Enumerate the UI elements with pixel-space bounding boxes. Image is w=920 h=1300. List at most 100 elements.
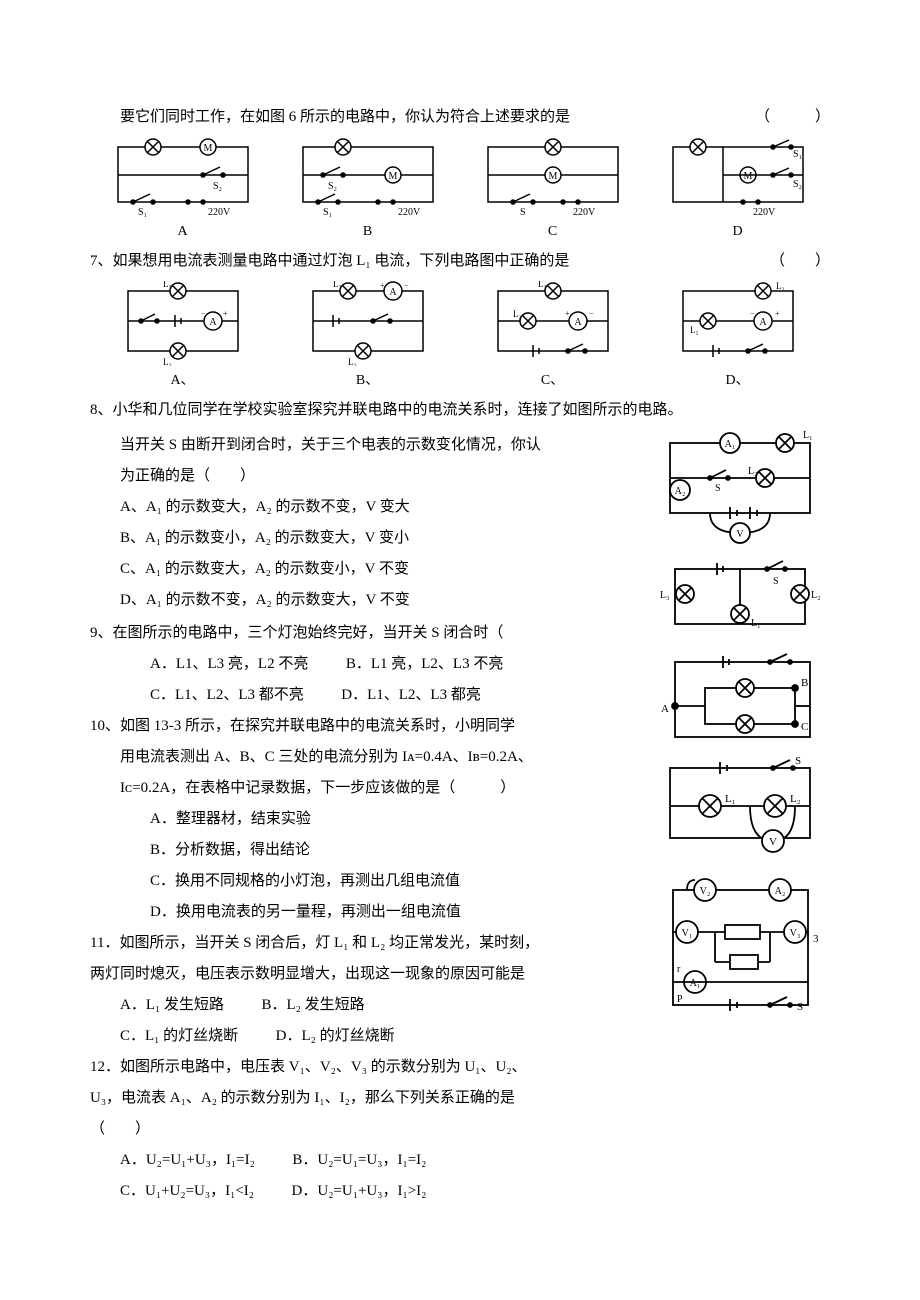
svg-text:L₂: L₂ [748, 466, 758, 477]
svg-text:S₂: S₂ [213, 181, 222, 192]
q11-opt-C: C．L₁ 的灯丝烧断 [120, 1023, 238, 1050]
q11-opt-D: D．L₂ 的灯丝烧断 [276, 1023, 395, 1050]
svg-text:220V: 220V [398, 207, 421, 217]
svg-text:A₂: A₂ [775, 886, 786, 897]
svg-text:V₂: V₂ [700, 886, 711, 897]
svg-text:S₁: S₁ [793, 149, 802, 160]
q12-stem2: U₃，电流表 A₁、A₂ 的示数分别为 I₁、I₂，那么下列关系正确的是 [90, 1085, 642, 1112]
q10-stem3: Iᴄ=0.2A，在表格中记录数据，下一步应该做的是（ ） [90, 775, 642, 802]
svg-text:L₂: L₂ [513, 309, 522, 319]
q7-circuit-A: L₁ A −+ L₂ A、 [113, 281, 253, 393]
q7-circuit-D: L₂ L₁ A −+ D、 [668, 281, 808, 393]
svg-text:S: S [715, 483, 721, 494]
svg-text:S₂: S₂ [793, 179, 802, 190]
q7-circuit-B: L₁ A +− L₂ B、 [298, 281, 438, 393]
q9-figure: L₃ S L₂ L₁ [655, 554, 825, 644]
svg-text:L₂: L₂ [790, 793, 801, 805]
svg-text:220V: 220V [208, 207, 231, 217]
q9-opt-C: C．L1、L2、L3 都不亮 [150, 682, 304, 709]
svg-text:S₂: S₂ [328, 181, 337, 192]
svg-text:S₁: S₁ [138, 207, 147, 217]
q7-cap-C: C、 [483, 368, 623, 393]
svg-text:L₂: L₂ [348, 357, 357, 366]
q10-opt-B: B．分析数据，得出结论 [90, 837, 642, 864]
q6-circuit-B: M S₂ S₁ 220V B [293, 137, 443, 244]
svg-text:−: − [201, 309, 206, 318]
q7-stem: 7、如果想用电流表测量电路中通过灯泡 L₁ 电流，下列电路图中正确的是 （ ） [90, 248, 830, 275]
svg-text:S: S [797, 1001, 803, 1013]
svg-text:M: M [203, 143, 212, 154]
svg-text:L₁: L₁ [803, 430, 813, 441]
q12-figure: V₂ A₂ V₁ V₃ A₁ S r 3 P [655, 872, 825, 1022]
q8-opt-D: D、A₁ 的示数不变，A₂ 的示数变大，V 不变 [90, 587, 642, 614]
q6-cap-C: C [478, 219, 628, 244]
q6-circuit-C: M S 220V C [478, 137, 628, 244]
q9-opts-row1: A．L1、L3 亮，L2 不亮 B．L1 亮，L2、L3 不亮 [90, 651, 642, 678]
q11-opts-row2: C．L₁ 的灯丝烧断 D．L₂ 的灯丝烧断 [90, 1023, 642, 1050]
q10-stem2: 用电流表测出 A、B、C 三处的电流分别为 Iᴀ=0.4A、Iʙ=0.2A、 [90, 744, 642, 771]
q7-paren: （ ） [770, 248, 830, 275]
svg-text:L₂: L₂ [811, 590, 821, 601]
svg-text:M: M [388, 171, 397, 182]
svg-text:L₂: L₂ [776, 281, 785, 291]
q12-opt-A: A．U₂=U₁+U₃，I₁=I₂ [120, 1147, 255, 1174]
svg-text:L₁: L₁ [333, 281, 342, 289]
svg-text:V₃: V₃ [790, 928, 801, 939]
q9-opt-B: B．L1 亮，L2、L3 不亮 [346, 651, 504, 678]
q9-opt-A: A．L1、L3 亮，L2 不亮 [150, 651, 308, 678]
svg-text:L₁: L₁ [751, 618, 761, 629]
svg-text:−: − [589, 309, 594, 318]
q7-stem-text: 7、如果想用电流表测量电路中通过灯泡 L₁ 电流，下列电路图中正确的是 [90, 253, 569, 269]
q8-stem3: 为正确的是（ ） [90, 463, 642, 490]
svg-text:+: + [565, 309, 570, 318]
q8-opt-B: B、A₁ 的示数变小，A₂ 的示数变大，V 变小 [90, 525, 642, 552]
svg-text:220V: 220V [573, 207, 596, 217]
q6-circuit-A: M S₂ S₁ 220V A [108, 137, 258, 244]
q11-figure: S L₁ L₂ V [655, 756, 825, 866]
svg-text:S₁: S₁ [323, 207, 332, 217]
q6-paren: （ ） [755, 104, 830, 131]
q9-stem: 9、在图所示的电路中，三个灯泡始终完好，当开关 S 闭合时（ [90, 620, 642, 647]
svg-text:A: A [574, 317, 582, 328]
q10-figure: A B C [655, 650, 825, 750]
svg-text:A: A [389, 287, 397, 298]
svg-text:V: V [736, 529, 744, 540]
svg-text:M: M [743, 171, 752, 182]
q12-stem1: 12．如图所示电路中，电压表 V₁、V₂、V₃ 的示数分别为 U₁、U₂、 [90, 1054, 642, 1081]
q10-stem1: 10、如图 13-3 所示，在探究并联电路中的电流关系时，小明同学 [90, 713, 642, 740]
svg-text:3: 3 [813, 933, 819, 945]
q11-opt-B: B．L₂ 发生短路 [261, 992, 364, 1019]
svg-text:−: − [404, 281, 409, 290]
q8-opt-C: C、A₁ 的示数变大，A₂ 的示数变小，V 不变 [90, 556, 642, 583]
q9-opt-D: D．L1、L2、L3 都亮 [341, 682, 481, 709]
q11-stem2: 两灯同时熄灭，电压表示数明显增大，出现这一现象的原因可能是 [90, 961, 642, 988]
q6-cap-B: B [293, 219, 443, 244]
q7-cap-B: B、 [298, 368, 438, 393]
svg-text:L₁: L₁ [163, 281, 172, 289]
q7-circuits: L₁ A −+ L₂ A、 L₁ A +− L₂ B、 [90, 281, 830, 393]
svg-text:S: S [520, 207, 526, 217]
q11-opts-row1: A．L₁ 发生短路 B．L₂ 发生短路 [90, 992, 642, 1019]
svg-text:L₃: L₃ [660, 590, 670, 601]
q7-cap-A: A、 [113, 368, 253, 393]
q12-opts-row2: C．U₁+U₂=U₃，I₁<I₂ D．U₂=U₁+U₃，I₁>I₂ [90, 1178, 642, 1205]
q6-stem: 要它们同时工作，在如图 6 所示的电路中，你认为符合上述要求的是 （ ） [90, 104, 830, 131]
q6-cap-A: A [108, 219, 258, 244]
q6-stem-text: 要它们同时工作，在如图 6 所示的电路中，你认为符合上述要求的是 [120, 109, 570, 125]
q12-opt-C: C．U₁+U₂=U₃，I₁<I₂ [120, 1178, 254, 1205]
q6-circuit-D: M S₁ S₂ 220V D [663, 137, 813, 244]
q8-stem1: 8、小华和几位同学在学校实验室探究并联电路中的电流关系时，连接了如图所示的电路。 [90, 397, 830, 424]
q12-opts-row1: A．U₂=U₁+U₃，I₁=I₂ B．U₂=U₁=U₃，I₁=I₂ [90, 1147, 642, 1174]
svg-text:+: + [775, 309, 780, 318]
q12-stem3: （ ） [90, 1116, 642, 1143]
q12-opt-B: B．U₂=U₁=U₃，I₁=I₂ [292, 1147, 426, 1174]
svg-text:L₂: L₂ [163, 357, 172, 366]
svg-text:A: A [759, 317, 767, 328]
svg-text:V₁: V₁ [682, 928, 693, 939]
svg-text:r: r [677, 964, 681, 975]
svg-text:S: S [773, 576, 779, 587]
q12-opt-D: D．U₂=U₁+U₃，I₁>I₂ [292, 1178, 427, 1205]
q11-stem1: 11．如图所示，当开关 S 闭合后，灯 L₁ 和 L₂ 均正常发光，某时刻， [90, 930, 642, 957]
svg-text:L₁: L₁ [725, 793, 736, 805]
q8-figure: A₁ L₁ A₂ S L₂ V [655, 428, 825, 548]
